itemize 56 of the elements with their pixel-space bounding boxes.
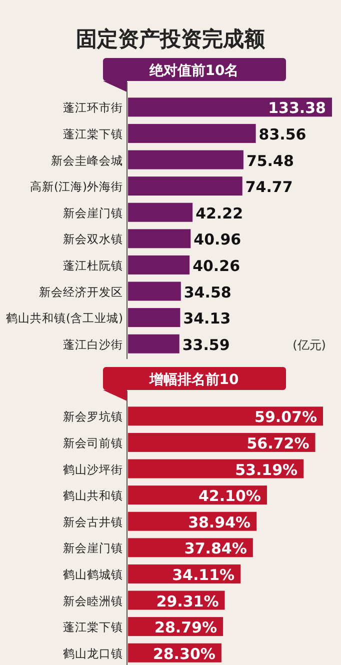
y-tick-label: 鹤山共和镇 — [63, 488, 123, 503]
data-label: 28.79% — [154, 618, 218, 637]
data-label: 53.19% — [235, 460, 298, 479]
annotation: (亿元) — [292, 338, 326, 352]
y-tick-label: 蓬江棠下镇 — [63, 126, 123, 141]
y-tick-label: 鹤山沙坪街 — [63, 462, 123, 476]
y-tick-label: 蓬江杜阮镇 — [63, 258, 123, 272]
y-tick-label: 新会双水镇 — [63, 232, 123, 246]
y-tick-label: 蓬江棠下镇 — [63, 620, 123, 634]
chart-subtitle: 绝对值前10名 — [148, 63, 239, 79]
y-tick-label: 新会经济开发区 — [39, 284, 123, 299]
y-tick-label: 新会罗坑镇 — [63, 410, 123, 424]
y-tick-label: 新会崖门镇 — [63, 206, 123, 220]
bar — [128, 432, 316, 452]
y-tick-label: 新会圭峰会城 — [51, 153, 123, 168]
bar — [128, 176, 242, 196]
y-tick-label: 蓬江环市街 — [63, 100, 123, 115]
data-label: 34.11% — [172, 566, 235, 584]
data-label: 28.30% — [152, 644, 216, 663]
bar — [128, 282, 181, 301]
data-label: 40.96 — [194, 230, 242, 249]
chart-title: 固定资产投资完成额 — [76, 26, 266, 51]
data-label: 59.07% — [254, 408, 317, 426]
bar — [128, 202, 193, 222]
y-tick-label: 新会崖门镇 — [63, 541, 123, 556]
data-label: 37.84% — [184, 540, 247, 558]
y-tick-label: 鹤山龙口镇 — [63, 646, 123, 660]
y-tick-label: 新会司前镇 — [63, 436, 123, 450]
data-label: 42.10% — [198, 487, 261, 506]
data-label: 74.77 — [245, 178, 293, 196]
data-label: 38.94% — [188, 513, 251, 532]
bar — [128, 124, 256, 143]
y-tick-label: 鹤山共和镇(含工业城) — [6, 311, 123, 326]
data-label: 33.59 — [182, 336, 230, 354]
y-tick-label: 新会古井镇 — [63, 514, 123, 529]
data-label: 34.58 — [184, 283, 232, 302]
bar — [128, 406, 323, 426]
bar — [128, 334, 180, 354]
data-label: 56.72% — [246, 434, 310, 452]
bar — [128, 229, 191, 248]
bar — [128, 255, 190, 274]
data-label: 83.56 — [258, 125, 306, 144]
y-tick-label: 高新(江海)外海街 — [30, 180, 123, 194]
bar — [128, 150, 244, 170]
data-label: 75.48 — [246, 152, 294, 170]
data-label: 34.13 — [183, 310, 231, 328]
y-tick-label: 蓬江白沙街 — [63, 337, 123, 352]
data-label: 40.26 — [192, 256, 240, 275]
chart-title: 增幅排名前10 — [148, 372, 239, 388]
data-label: 42.22 — [196, 204, 244, 222]
data-label: 29.31% — [156, 592, 219, 610]
y-tick-label: 新会睦洲镇 — [63, 594, 123, 608]
bar — [128, 98, 332, 117]
data-label: 133.38 — [268, 99, 326, 118]
bar — [128, 308, 180, 328]
y-tick-label: 鹤山鹤城镇 — [63, 567, 123, 582]
